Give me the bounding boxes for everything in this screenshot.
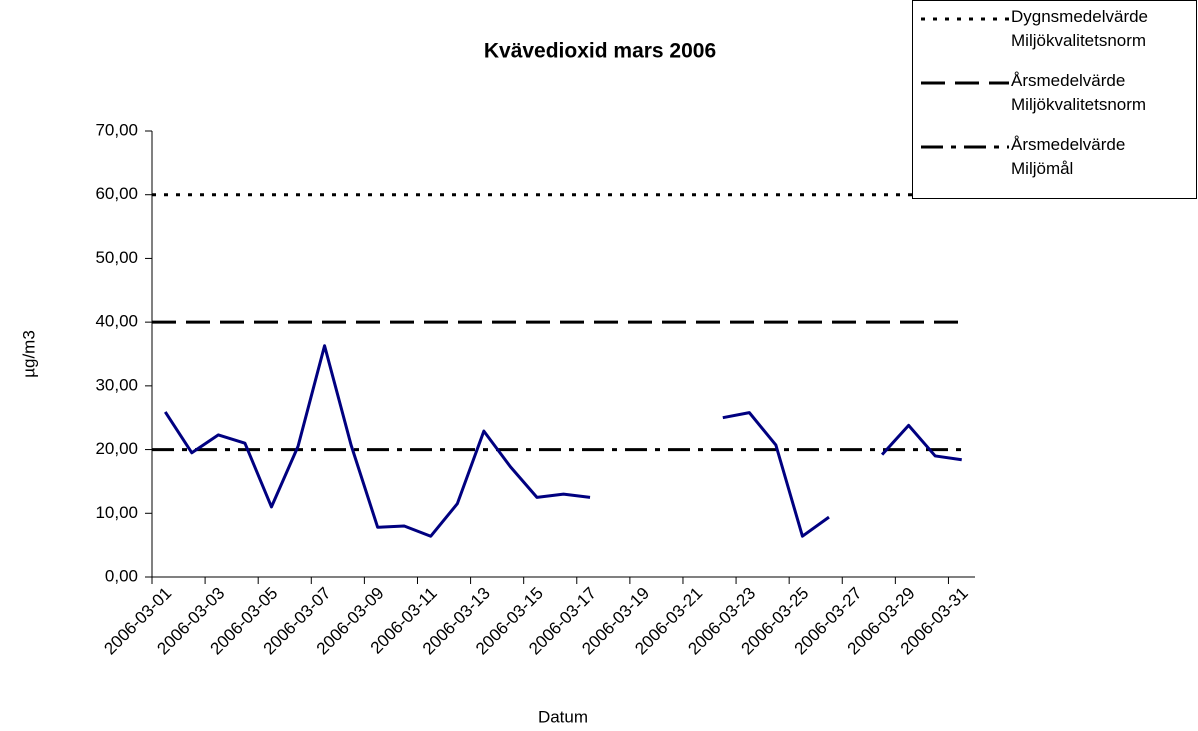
legend-entry: Årsmedelvärde Miljömål	[913, 133, 1198, 193]
legend-entry: Dygnsmedelvärde Miljökvalitetsnorm	[913, 5, 1198, 65]
y-tick-label: 30,00	[95, 375, 138, 394]
y-tick-label: 20,00	[95, 439, 138, 458]
y-axis-label: µg/m3	[19, 330, 38, 378]
chart-title: Kvävedioxid mars 2006	[484, 40, 716, 63]
legend-label: Årsmedelvärde Miljökvalitetsnorm	[1011, 71, 1147, 114]
legend-swatch	[921, 145, 1009, 149]
legend: Dygnsmedelvärde Miljökvalitetsnorm Årsmed…	[912, 0, 1197, 199]
y-tick-label: 70,00	[95, 120, 138, 139]
legend-swatch	[921, 17, 1009, 21]
legend-label: Dygnsmedelvärde Miljökvalitetsnorm	[1011, 7, 1149, 50]
legend-label: Årsmedelvärde Miljömål	[1011, 135, 1126, 178]
y-tick-label: 0,00	[105, 566, 138, 585]
y-tick-label: 50,00	[95, 248, 138, 267]
y-tick-label: 40,00	[95, 312, 138, 331]
y-tick-label: 10,00	[95, 503, 138, 522]
legend-entry: Årsmedelvärde Miljökvalitetsnorm	[913, 69, 1198, 129]
x-axis-label: Datum	[538, 707, 588, 726]
y-tick-label: 60,00	[95, 184, 138, 203]
data-line	[164, 344, 962, 538]
legend-swatch	[921, 81, 1009, 85]
